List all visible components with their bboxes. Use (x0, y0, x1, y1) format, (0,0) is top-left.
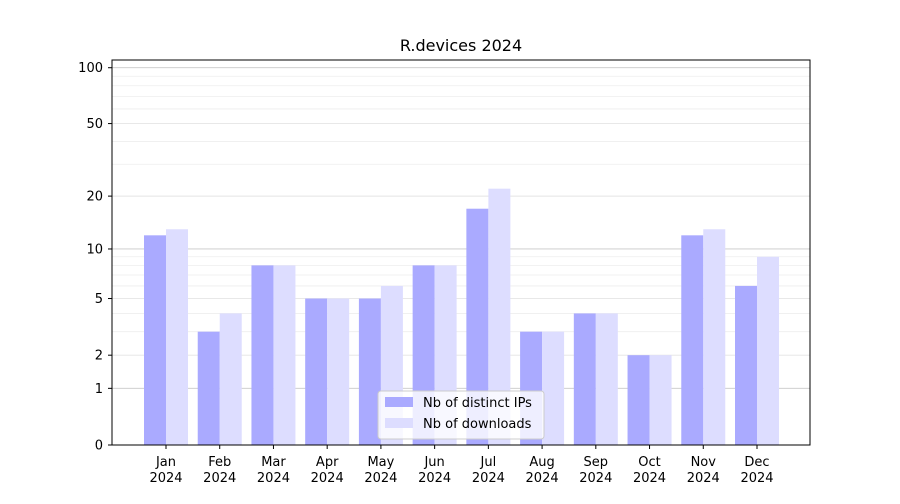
bar-ips (251, 265, 274, 445)
x-tick-label-year: 2024 (633, 471, 666, 486)
y-tick-label: 20 (86, 190, 103, 205)
x-tick-label-month: Dec (744, 455, 769, 470)
bar-ips (466, 208, 489, 445)
bar-downloads (488, 188, 511, 445)
legend-swatch (385, 397, 413, 407)
bar-downloads (219, 313, 242, 445)
x-tick-label-year: 2024 (579, 471, 612, 486)
x-tick-label-year: 2024 (311, 471, 344, 486)
bar-downloads (649, 355, 672, 445)
x-tick-label-month: Jan (155, 455, 176, 470)
x-tick-label-year: 2024 (149, 471, 182, 486)
x-tick-label-month: Oct (638, 455, 660, 470)
x-tick-label-month: Jun (423, 455, 444, 470)
y-tick-label: 100 (78, 61, 103, 76)
bar-downloads (703, 229, 726, 445)
bar-ips (144, 235, 166, 445)
x-tick-label-year: 2024 (364, 471, 397, 486)
y-tick-label: 1 (95, 382, 103, 397)
x-tick-label-year: 2024 (203, 471, 236, 486)
bar-downloads (327, 298, 350, 445)
bar-ips (681, 235, 704, 445)
legend: Nb of distinct IPs Nb of downloads (377, 390, 545, 440)
bar-ips (305, 298, 328, 445)
y-axis: 0 1 2 5 10 20 50 100 (78, 61, 112, 454)
y-tick-label: 10 (86, 242, 103, 257)
x-tick-label-year: 2024 (687, 471, 720, 486)
bar-downloads (166, 229, 188, 445)
bar-ips (735, 285, 757, 445)
bar-ips (358, 298, 381, 445)
bar-downloads (595, 313, 618, 445)
legend-swatch (385, 418, 413, 428)
bar-downloads (273, 265, 296, 445)
x-tick-label-month: Apr (316, 455, 339, 470)
x-tick-label-month: Jul (480, 455, 497, 470)
x-tick-label-year: 2024 (740, 471, 773, 486)
x-axis: Jan2024Feb2024Mar2024Apr2024May2024Jun20… (149, 445, 774, 486)
x-tick-label-year: 2024 (526, 471, 559, 486)
plot-frame (111, 59, 811, 446)
x-tick-label-month: Feb (208, 455, 231, 470)
x-tick-label-month: Sep (584, 455, 609, 470)
x-tick-label-month: Mar (261, 455, 286, 470)
bar-ips (627, 355, 650, 445)
y-tick-label: 2 (95, 349, 103, 364)
bar-downloads (542, 331, 565, 445)
bar-downloads (757, 256, 779, 445)
bar-ips (573, 313, 596, 445)
legend-label: Nb of distinct IPs (423, 396, 532, 411)
legend-label: Nb of downloads (423, 417, 532, 432)
x-tick-label-month: Nov (691, 455, 717, 470)
x-tick-label-year: 2024 (257, 471, 290, 486)
x-tick-label-month: May (367, 455, 394, 470)
x-tick-label-month: Aug (529, 455, 554, 470)
bar-ips (197, 331, 220, 445)
x-tick-label-year: 2024 (418, 471, 451, 486)
x-tick-label-year: 2024 (472, 471, 505, 486)
y-tick-label: 50 (86, 117, 103, 132)
y-tick-label: 0 (95, 439, 103, 454)
y-tick-label: 5 (95, 292, 103, 307)
chart-title: R.devices 2024 (400, 36, 522, 55)
legend-box (377, 390, 545, 440)
